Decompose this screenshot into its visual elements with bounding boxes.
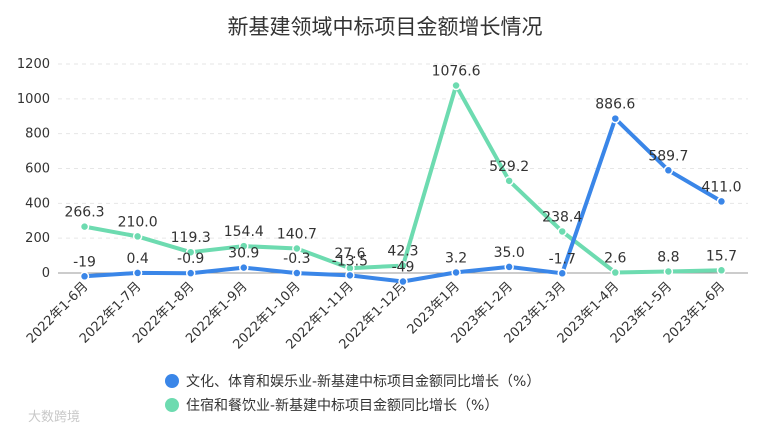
data-label: 140.7 bbox=[277, 226, 317, 242]
legend-label: 住宿和餐饮业-新基建中标项目金额同比增长（%） bbox=[186, 397, 498, 414]
data-label: 266.3 bbox=[64, 205, 104, 221]
data-label: 210.0 bbox=[118, 214, 158, 230]
y-tick-label: 0 bbox=[42, 266, 50, 281]
data-label: 529.2 bbox=[489, 159, 529, 175]
data-label: 2.6 bbox=[604, 251, 626, 267]
watermark: 大数跨境 bbox=[28, 410, 80, 425]
grid-lines bbox=[58, 63, 748, 239]
data-point bbox=[292, 268, 302, 278]
data-label: 154.4 bbox=[224, 224, 264, 240]
data-point bbox=[557, 268, 567, 279]
y-tick-label: 200 bbox=[25, 231, 50, 246]
data-point bbox=[239, 262, 249, 273]
x-tick-label: 2023年1月 bbox=[405, 279, 463, 337]
legend-item-1: 文化、体育和娱乐业-新基建中标项目金额同比增长（%） bbox=[165, 373, 540, 390]
data-point bbox=[716, 196, 727, 207]
data-label: -49 bbox=[392, 260, 415, 276]
data-label: -19 bbox=[73, 254, 96, 270]
data-point bbox=[504, 176, 514, 186]
y-tick-label: 600 bbox=[25, 162, 50, 177]
y-axis: 0 200 400 600 800 1000 1200 bbox=[17, 57, 50, 281]
legend-marker bbox=[165, 374, 179, 388]
data-label: -0.3 bbox=[283, 251, 310, 267]
data-label: -0.9 bbox=[177, 251, 204, 267]
data-label: 119.3 bbox=[171, 230, 211, 246]
data-label: 3.2 bbox=[445, 250, 467, 266]
data-point bbox=[663, 266, 674, 277]
data-label: 8.8 bbox=[657, 249, 679, 265]
data-point bbox=[716, 265, 727, 276]
data-point bbox=[239, 241, 249, 251]
series-1 bbox=[79, 113, 727, 287]
data-point bbox=[345, 270, 355, 281]
legend-item-2: 住宿和餐饮业-新基建中标项目金额同比增长（%） bbox=[165, 397, 498, 414]
legend-marker bbox=[165, 398, 179, 412]
y-tick-label: 800 bbox=[25, 127, 50, 142]
data-point bbox=[185, 247, 196, 257]
data-label: 886.6 bbox=[595, 97, 635, 113]
data-point bbox=[610, 267, 621, 278]
data-label: 238.4 bbox=[542, 209, 582, 225]
data-label: -13.5 bbox=[332, 253, 368, 269]
data-label: 30.9 bbox=[228, 246, 259, 262]
data-label: 411.0 bbox=[701, 179, 741, 195]
data-label: 1076.6 bbox=[432, 63, 481, 79]
data-label: 15.7 bbox=[706, 248, 737, 264]
legend: 文化、体育和娱乐业-新基建中标项目金额同比增长（%） 住宿和餐饮业-新基建中标项目… bbox=[165, 373, 540, 414]
data-point bbox=[185, 268, 196, 278]
data-labels-2: 266.3 210.0 119.3 154.4 140.7 27.6 42.3 1076.6 5… bbox=[64, 63, 737, 266]
y-tick-label: 400 bbox=[25, 196, 50, 211]
data-label: 42.3 bbox=[387, 244, 418, 260]
data-label: 35.0 bbox=[494, 245, 525, 261]
y-tick-label: 1000 bbox=[17, 92, 50, 107]
data-point bbox=[292, 243, 302, 254]
y-tick-label: 1200 bbox=[17, 57, 50, 72]
data-point bbox=[610, 113, 621, 124]
data-label: 0.4 bbox=[126, 251, 148, 267]
legend-label: 文化、体育和娱乐业-新基建中标项目金额同比增长（%） bbox=[186, 373, 540, 390]
data-point bbox=[132, 231, 143, 242]
data-label: -1.7 bbox=[549, 251, 576, 267]
series-layer: 266.3 210.0 119.3 154.4 140.7 27.6 42.3 1076.6 5… bbox=[64, 63, 742, 287]
data-point bbox=[557, 226, 567, 237]
data-point bbox=[398, 276, 408, 287]
data-point bbox=[451, 80, 461, 91]
chart-title: 新基建领域中标项目金额增长情况 bbox=[228, 15, 543, 39]
x-axis: 2022年1-6月2022年1-7月2022年1-8月2022年1-9月2022… bbox=[24, 272, 748, 352]
data-point bbox=[451, 267, 461, 278]
data-point bbox=[663, 165, 674, 176]
data-label: 27.6 bbox=[334, 246, 365, 262]
watermark-text: 大数跨境 bbox=[28, 410, 80, 425]
series-2 bbox=[79, 80, 727, 278]
data-point bbox=[504, 262, 514, 272]
data-labels-1: -19 0.4 -0.9 30.9 -0.3 -13.5 -49 3.2 35.0 -1.7 886… bbox=[73, 97, 741, 276]
data-label: 589.7 bbox=[648, 148, 688, 164]
data-point bbox=[79, 221, 90, 232]
data-point bbox=[398, 260, 408, 271]
data-point bbox=[79, 271, 90, 282]
data-point bbox=[132, 268, 143, 278]
